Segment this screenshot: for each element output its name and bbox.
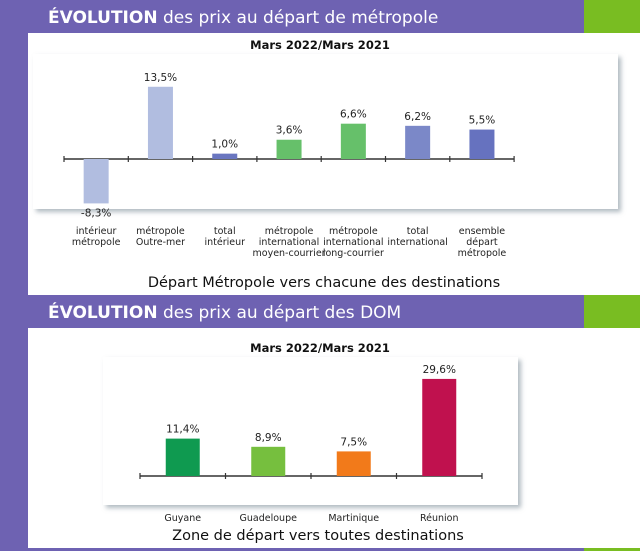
data-label: 1,0% [211, 139, 238, 151]
category-label: total [214, 226, 236, 237]
category-label: total [407, 226, 429, 237]
bottom-stripe [0, 548, 584, 551]
header-bold: ÉVOLUTION [48, 6, 158, 28]
category-label: long-courrier [323, 248, 384, 259]
chart-title: Mars 2022/Mars 2021 [250, 341, 390, 355]
data-label: 11,4% [166, 424, 199, 436]
category-label: Martinique [328, 513, 379, 524]
category-label: ensemble [459, 226, 506, 237]
category-label: Outre-mer [136, 237, 185, 248]
bar-2 [251, 446, 286, 476]
category-label: international [387, 237, 447, 248]
data-label: 8,9% [255, 432, 282, 444]
category-label: métropole [329, 226, 378, 237]
bar-1 [83, 159, 109, 204]
data-label: 3,6% [276, 125, 303, 137]
header-bold: ÉVOLUTION [48, 301, 158, 323]
bar-7 [469, 129, 495, 159]
section-header-band [0, 295, 584, 328]
chart-caption: Zone de départ vers toutes destinations [172, 528, 464, 544]
category-label: international [259, 237, 319, 248]
category-label: métropole [72, 237, 121, 248]
data-label: 13,5% [144, 72, 177, 84]
bar-3 [212, 153, 238, 159]
header-rest: des prix au départ des DOM [158, 303, 402, 323]
chart-title: Mars 2022/Mars 2021 [250, 38, 390, 52]
category-label: moyen-courrier [253, 248, 326, 259]
data-label: 7,5% [340, 436, 367, 448]
chart-panel [33, 54, 618, 209]
section-header-title: ÉVOLUTION des prix au départ des DOM [48, 301, 401, 323]
data-label: 6,6% [340, 109, 367, 121]
category-label: intérieur [204, 237, 245, 248]
bar-2 [147, 86, 173, 159]
category-label: métropole [458, 248, 507, 259]
category-label: départ [466, 237, 498, 248]
category-label: Guadeloupe [240, 513, 298, 524]
category-label: métropole [265, 226, 314, 237]
category-label: international [323, 237, 383, 248]
section-header-title: ÉVOLUTION des prix au départ de métropol… [48, 6, 438, 28]
bar-6 [405, 125, 431, 159]
bar-1 [165, 438, 200, 476]
section-header-green-tab [584, 295, 640, 328]
left-margin-band [0, 0, 28, 551]
bar-4 [422, 378, 457, 476]
section-header-green-tab [584, 0, 640, 33]
section-header-band [0, 0, 584, 33]
bar-3 [336, 451, 371, 476]
category-label: métropole [136, 226, 185, 237]
header-rest: des prix au départ de métropole [158, 8, 439, 28]
bar-4 [276, 139, 302, 159]
chart-caption: Départ Métropole vers chacune des destin… [148, 275, 500, 291]
category-label: Guyane [164, 513, 201, 524]
data-label: 5,5% [469, 115, 496, 127]
bar-5 [340, 123, 366, 159]
data-label: 29,6% [423, 364, 456, 376]
category-label: intérieur [76, 226, 117, 237]
bottom-stripe-green [584, 548, 640, 551]
data-label: 6,2% [404, 111, 431, 123]
category-label: Réunion [420, 513, 459, 524]
data-label: -8,3% [81, 207, 111, 219]
